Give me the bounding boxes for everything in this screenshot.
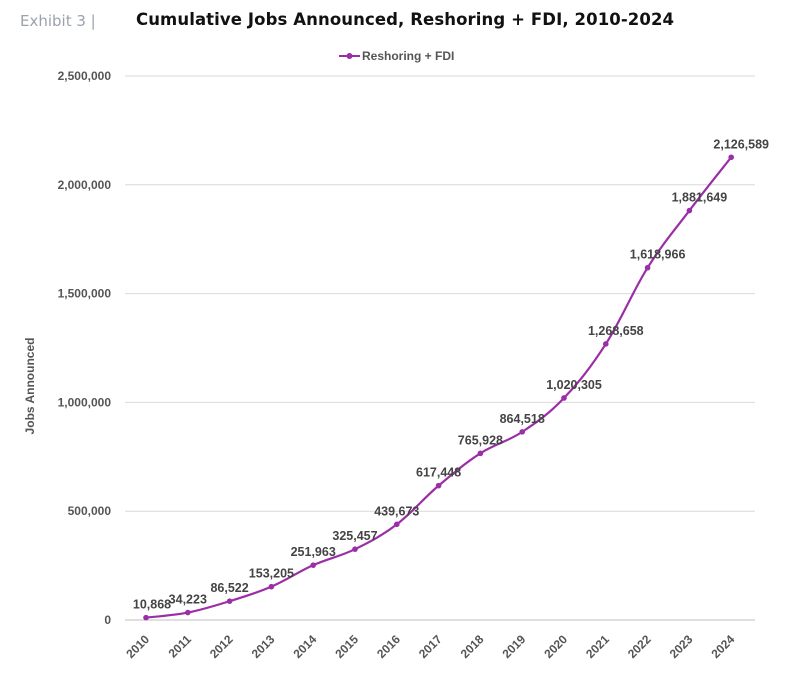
data-point [477, 450, 484, 457]
data-label: 1,881,649 [672, 191, 728, 205]
data-point [394, 521, 400, 528]
legend-point-marker [346, 53, 353, 59]
data-label: 86,522 [210, 581, 248, 595]
data-label: 10,868 [133, 598, 171, 612]
y-axis-ticks: 0 500,000 1,000,000 1,500,000 2,000,000 2,500… [58, 69, 112, 627]
x-tick-label: 2024 [709, 632, 738, 661]
data-point [728, 154, 734, 161]
data-point [644, 264, 651, 271]
data-label: 2,126,589 [713, 137, 769, 151]
x-tick-label: 2023 [667, 632, 696, 661]
y-axis-title: Jobs Announced [23, 338, 37, 435]
y-tick-label: 1,500,000 [58, 287, 112, 301]
data-point [603, 341, 609, 347]
series-line-reshoring-fdi [145, 156, 733, 619]
legend-label: Reshoring + FDI [362, 49, 454, 63]
x-tick-label: 2013 [249, 632, 278, 661]
gridlines [125, 75, 755, 621]
x-axis-ticks: 2010 2011 2012 2013 2014 2015 2016 2017 2018 2019… [123, 632, 737, 661]
data-point [519, 429, 525, 435]
x-tick-label: 2011 [166, 632, 195, 661]
x-tick-label: 2020 [541, 632, 570, 661]
x-tick-label: 2015 [332, 632, 361, 661]
legend: Reshoring + FDI [339, 49, 454, 63]
x-tick-label: 2022 [625, 632, 654, 661]
data-point [435, 482, 442, 489]
y-tick-label: 500,000 [68, 504, 112, 518]
data-points [143, 154, 734, 621]
data-point [268, 583, 275, 590]
data-label: 765,928 [458, 433, 503, 447]
x-tick-label: 2021 [583, 632, 612, 661]
y-tick-label: 2,500,000 [58, 69, 112, 83]
data-point [686, 207, 693, 214]
x-tick-label: 2018 [458, 632, 487, 661]
x-tick-label: 2016 [374, 632, 403, 661]
data-label: 153,205 [249, 567, 294, 581]
x-tick-label: 2019 [500, 632, 529, 661]
data-label: 1,020,305 [546, 378, 602, 392]
y-tick-label: 2,000,000 [58, 178, 112, 192]
data-point [310, 562, 317, 568]
y-tick-label: 0 [104, 613, 111, 627]
data-label: 617,448 [416, 466, 461, 480]
y-tick-label: 1,000,000 [58, 395, 112, 409]
data-point [143, 614, 149, 621]
exhibit-label: Exhibit 3 | [20, 12, 96, 30]
data-point [352, 546, 358, 552]
x-tick-label: 2012 [207, 632, 236, 661]
data-point [185, 609, 191, 616]
data-label: 34,223 [169, 593, 207, 607]
data-label: 1,268,658 [588, 324, 644, 338]
data-label: 1,618,966 [630, 248, 686, 262]
data-label: 439,673 [374, 504, 419, 518]
data-label: 251,963 [291, 545, 336, 559]
x-tick-label: 2014 [291, 632, 320, 661]
chart-title: Cumulative Jobs Announced, Reshoring + F… [136, 10, 675, 29]
data-label: 864,518 [500, 412, 545, 426]
x-tick-label: 2010 [123, 632, 152, 661]
x-tick-label: 2017 [416, 632, 445, 661]
data-point [226, 598, 233, 604]
data-point [561, 395, 567, 401]
data-label: 325,457 [332, 529, 377, 543]
